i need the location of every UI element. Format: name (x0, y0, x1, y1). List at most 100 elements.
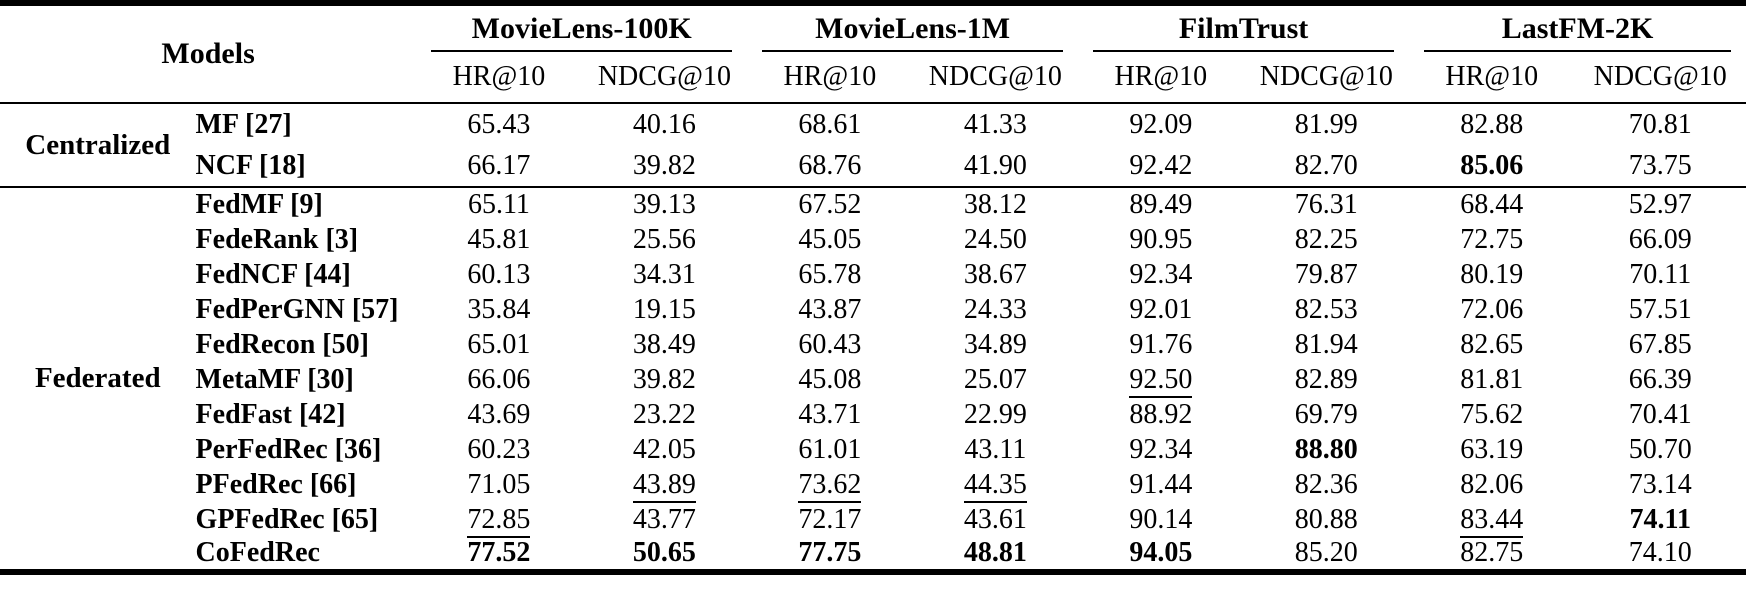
metric-value: 82.75 (1460, 537, 1524, 568)
value-cell: 77.75 (747, 537, 912, 572)
table-row: PerFedRec [36] 60.23 42.05 61.01 43.11 92.34 8… (0, 432, 1746, 467)
value-cell: 50.70 (1574, 432, 1746, 467)
metric-value: 24.50 (963, 223, 1027, 255)
value-cell: 92.42 (1078, 145, 1243, 187)
value-cell: 88.92 (1078, 397, 1243, 432)
value-cell: 45.81 (416, 222, 581, 257)
metric-value: 70.41 (1628, 398, 1692, 430)
value-cell: 42.05 (582, 432, 747, 467)
metric-value: 22.99 (963, 398, 1027, 430)
table-row: MetaMF [30] 66.06 39.82 45.08 25.07 92.50 82.8… (0, 362, 1746, 398)
metric-value: 74.11 (1629, 503, 1691, 535)
value-cell: 89.49 (1078, 187, 1243, 222)
metric-value: 38.12 (963, 189, 1027, 220)
value-cell: 38.12 (913, 187, 1078, 222)
value-cell: 92.01 (1078, 292, 1243, 327)
metric-value: 81.81 (1460, 363, 1524, 395)
value-cell: 66.17 (416, 145, 581, 187)
metric-value: 25.07 (963, 363, 1027, 395)
metric-value: 70.81 (1628, 108, 1692, 140)
value-cell: 50.65 (582, 537, 747, 572)
dataset-header-row: Models MovieLens-100K MovieLens-1M FilmT… (0, 3, 1746, 70)
metric-value: 77.75 (798, 537, 862, 568)
value-cell: 73.14 (1574, 467, 1746, 502)
value-cell: 88.80 (1244, 432, 1409, 467)
model-name: FedMF [9] (195, 189, 323, 220)
metric-value: 68.76 (798, 149, 862, 181)
model-name: FedFast [42] (195, 398, 346, 430)
value-cell: 38.49 (582, 327, 747, 362)
value-cell: 41.33 (913, 103, 1078, 145)
metric-value: 44.35 (963, 468, 1027, 503)
metric-value: 83.44 (1460, 503, 1524, 538)
metric-value: 72.85 (467, 503, 531, 538)
value-cell: 60.13 (416, 257, 581, 292)
metric-value: 91.44 (1129, 468, 1193, 500)
value-cell: 74.10 (1574, 537, 1746, 572)
value-cell: 39.13 (582, 187, 747, 222)
value-cell: 19.15 (582, 292, 747, 327)
metric-header-hr10-ml1m: HR@10 (783, 61, 877, 92)
value-cell: 60.43 (747, 327, 912, 362)
metric-value: 92.34 (1129, 433, 1193, 465)
metric-value: 38.67 (963, 258, 1027, 290)
model-name: NCF [18] (195, 149, 306, 181)
metric-value: 82.25 (1294, 223, 1358, 255)
metric-header-ndcg10-lastfm: NDCG@10 (1593, 61, 1727, 92)
value-cell: 39.82 (582, 362, 747, 397)
metric-value: 67.85 (1628, 328, 1692, 360)
value-cell: 66.39 (1574, 362, 1746, 397)
table-row: Centralized MF [27] 65.43 40.16 68.61 41.33 92… (0, 103, 1746, 161)
value-cell: 73.62 (747, 467, 912, 503)
metric-value: 82.06 (1460, 468, 1524, 500)
metric-value: 45.08 (798, 363, 862, 395)
value-cell: 65.78 (747, 257, 912, 292)
value-cell: 43.11 (913, 432, 1078, 467)
metric-value: 92.01 (1129, 293, 1193, 325)
metric-header-ndcg10-filmtrust: NDCG@10 (1259, 61, 1393, 92)
value-cell: 73.75 (1574, 145, 1746, 187)
metric-value: 41.33 (963, 108, 1027, 140)
value-cell: 82.25 (1244, 222, 1409, 257)
model-name: GPFedRec [65] (195, 503, 379, 535)
dataset-header-movielens-1m: MovieLens-1M (747, 3, 1078, 52)
metric-value: 79.87 (1294, 258, 1358, 290)
results-table: Models MovieLens-100K MovieLens-1M FilmT… (0, 0, 1746, 575)
section-federated: Federated FedMF [9] 65.11 39.13 67.52 38.12 89… (0, 187, 1746, 572)
value-cell: 68.44 (1409, 187, 1574, 222)
value-cell: 83.44 (1409, 502, 1574, 538)
metric-value: 50.65 (632, 537, 696, 568)
value-cell: 22.99 (913, 397, 1078, 432)
metric-value: 38.49 (632, 328, 696, 360)
metric-header-row: HR@10 NDCG@10 HR@10 NDCG@10 HR@10 NDCG@1… (0, 52, 1746, 103)
metric-value: 23.22 (632, 398, 696, 430)
metric-value: 68.44 (1460, 189, 1524, 220)
table-row: Federated FedMF [9] 65.11 39.13 67.52 38.12 89… (0, 187, 1746, 394)
value-cell: 75.62 (1409, 397, 1574, 432)
value-cell: 52.97 (1574, 187, 1746, 222)
value-cell: 43.77 (582, 502, 747, 537)
value-cell: 81.81 (1409, 362, 1574, 397)
metric-value: 92.09 (1129, 108, 1193, 140)
value-cell: 76.31 (1244, 187, 1409, 222)
metric-value: 85.20 (1294, 537, 1358, 571)
table-row: FedRecon [50] 65.01 38.49 60.43 34.89 91.76 81… (0, 327, 1746, 362)
value-cell: 25.07 (913, 362, 1078, 397)
metric-value: 45.05 (798, 223, 862, 255)
metric-value: 77.52 (467, 537, 531, 568)
metric-value: 75.62 (1460, 398, 1524, 430)
metric-value: 40.16 (632, 108, 696, 140)
value-cell: 65.01 (416, 327, 581, 362)
dataset-header-movielens-100k: MovieLens-100K (416, 3, 747, 52)
metric-value: 80.19 (1460, 258, 1524, 290)
value-cell: 92.09 (1078, 103, 1243, 145)
value-cell: 24.50 (913, 222, 1078, 257)
metric-value: 80.88 (1294, 503, 1358, 535)
metric-value: 92.42 (1129, 149, 1193, 181)
value-cell: 43.61 (913, 502, 1078, 537)
metric-value: 90.95 (1129, 223, 1193, 255)
metric-value: 43.11 (964, 433, 1027, 465)
group-label-centralized: Centralized (25, 128, 171, 161)
metric-value: 82.53 (1294, 293, 1358, 325)
metric-value: 66.39 (1628, 363, 1692, 395)
